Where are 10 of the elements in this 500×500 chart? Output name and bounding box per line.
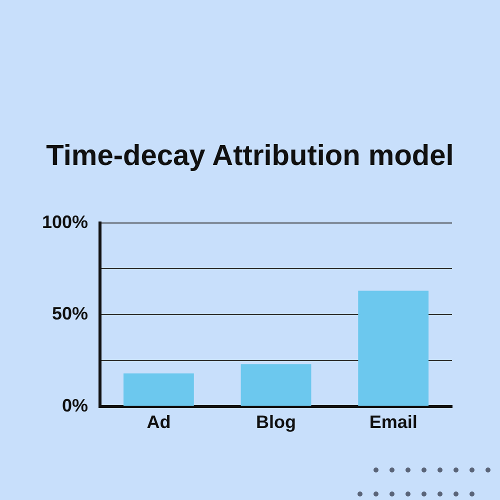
bar <box>358 290 429 406</box>
bar <box>240 364 312 406</box>
x-tick-label: Email <box>369 412 418 432</box>
x-tick-label: Blog <box>256 412 296 432</box>
x-tick-label: Ad <box>146 412 171 432</box>
y-tick-label: 0% <box>62 395 88 416</box>
y-tick-label: 50% <box>52 304 88 324</box>
bar <box>124 373 194 406</box>
chart-title: Time-decay Attribution model <box>45 140 455 173</box>
y-tick-label: 100% <box>42 212 88 232</box>
